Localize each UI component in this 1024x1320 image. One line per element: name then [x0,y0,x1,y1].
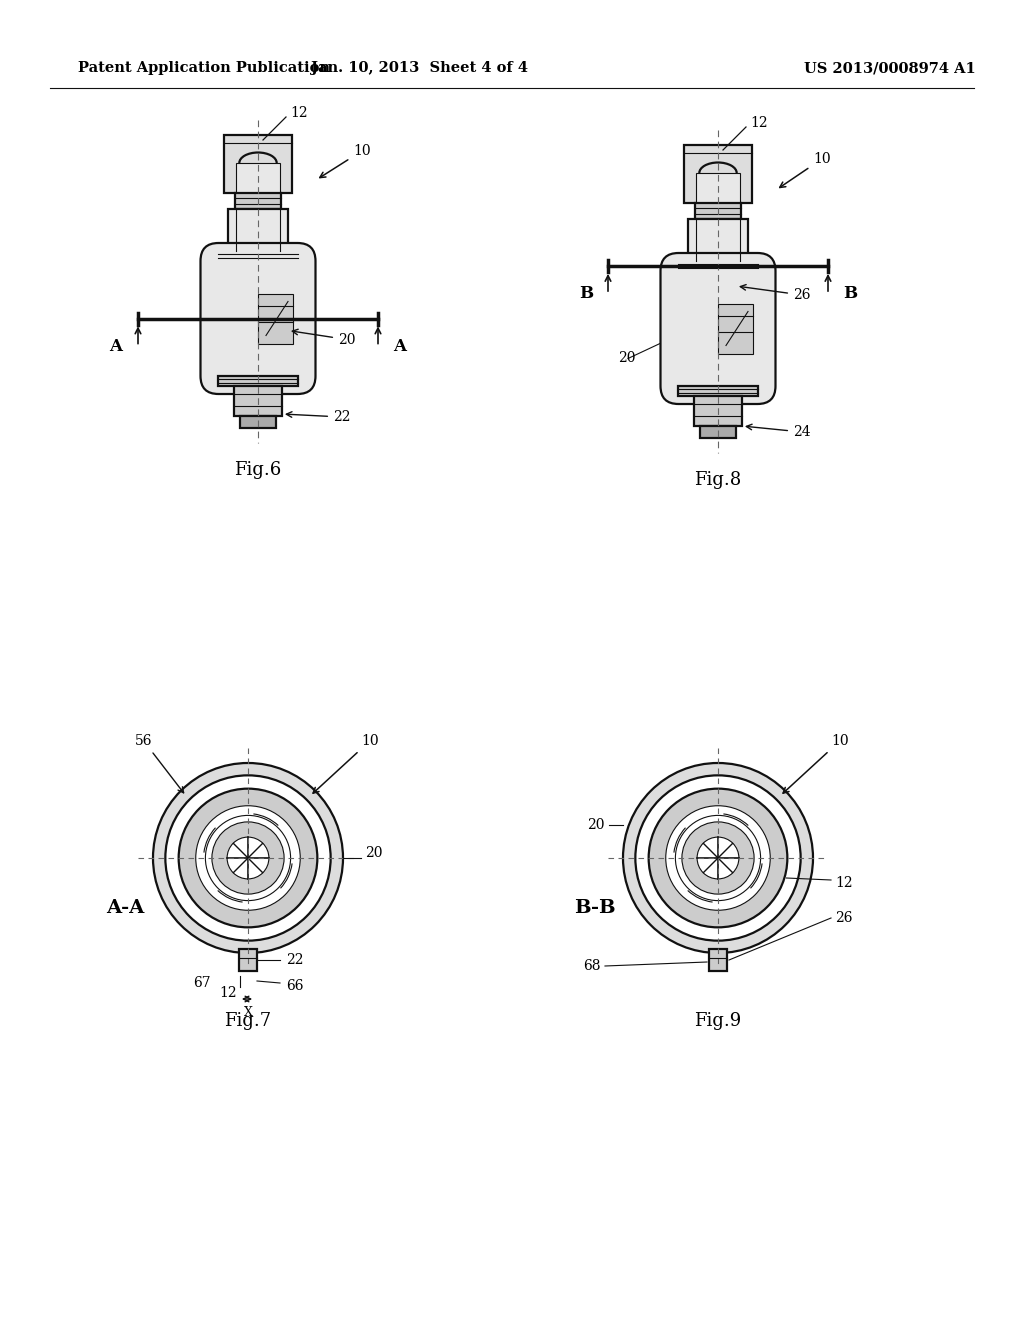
Text: Fig.6: Fig.6 [234,461,282,479]
Text: 20: 20 [588,818,605,832]
Text: 66: 66 [286,979,303,993]
Circle shape [648,788,787,928]
Bar [688,219,748,261]
Text: 12: 12 [750,116,768,129]
Text: Fig.9: Fig.9 [694,1012,741,1030]
Bar [695,203,741,219]
Circle shape [153,763,343,953]
Bar [700,426,736,438]
Text: Patent Application Publication: Patent Application Publication [78,61,330,75]
Bar [718,304,753,354]
Text: 12: 12 [290,106,307,120]
Text: A: A [110,338,123,355]
Text: 22: 22 [286,953,303,968]
Bar [228,209,288,251]
Text: X: X [244,1006,253,1019]
Text: Jan. 10, 2013  Sheet 4 of 4: Jan. 10, 2013 Sheet 4 of 4 [311,61,528,75]
Text: 26: 26 [740,285,811,302]
Text: Fig.8: Fig.8 [694,471,741,488]
Text: 67: 67 [194,975,211,990]
Text: B-B: B-B [574,899,615,917]
Bar [239,949,257,972]
Bar [218,251,298,261]
Bar [240,416,276,428]
Text: 12: 12 [835,876,853,890]
Bar [696,173,740,203]
Text: 20: 20 [618,351,636,366]
Bar [218,376,298,385]
Circle shape [666,805,770,911]
Text: US 2013/0008974 A1: US 2013/0008974 A1 [804,61,976,75]
FancyBboxPatch shape [660,253,775,404]
Text: B: B [579,285,593,302]
Bar [234,385,282,416]
Bar [694,396,742,426]
Text: 24: 24 [746,424,811,440]
Circle shape [697,837,739,879]
Circle shape [635,775,801,941]
Text: A: A [393,338,407,355]
Bar [709,949,727,972]
Text: A-A: A-A [105,899,144,917]
Circle shape [212,822,284,894]
Text: 20: 20 [292,329,355,346]
Circle shape [196,805,300,911]
Text: 12: 12 [219,986,237,1001]
Text: 56: 56 [135,734,183,793]
Circle shape [178,788,317,928]
Bar [236,162,280,193]
Circle shape [227,837,269,879]
Text: 10: 10 [319,144,371,178]
Text: 10: 10 [779,152,830,187]
Bar [224,135,292,193]
Circle shape [165,775,331,941]
Circle shape [682,822,754,894]
Bar [684,145,752,203]
Text: B: B [843,285,857,302]
Bar [678,385,758,396]
Bar [234,193,281,209]
FancyBboxPatch shape [201,243,315,393]
Text: 20: 20 [365,846,383,861]
Text: 10: 10 [783,734,849,793]
Text: 68: 68 [584,960,601,973]
Bar [678,261,758,271]
Bar [258,293,293,343]
Text: 10: 10 [313,734,379,793]
Text: Fig.7: Fig.7 [224,1012,271,1030]
Text: 26: 26 [835,911,853,925]
Circle shape [623,763,813,953]
Text: 22: 22 [287,411,350,424]
